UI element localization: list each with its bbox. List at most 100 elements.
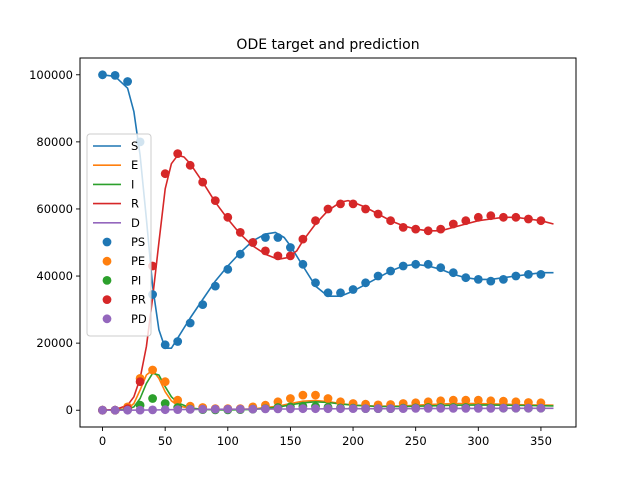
data-point-PD [298, 404, 308, 414]
data-point-PD [286, 404, 295, 414]
data-point-PS [511, 271, 521, 281]
data-point-PS [398, 261, 408, 271]
data-point-PR [448, 219, 458, 229]
data-point-PR [286, 251, 295, 261]
legend-label: PE [131, 254, 145, 268]
series-points-PR [98, 149, 546, 415]
data-point-PD [311, 404, 320, 414]
legend-entry-D: D [93, 216, 140, 230]
data-point-PS [198, 300, 208, 309]
series-points-PS [98, 70, 546, 350]
legend-swatch-marker [102, 237, 112, 247]
data-point-PS [423, 259, 433, 269]
data-point-PR [461, 216, 471, 226]
data-point-PS [448, 268, 458, 278]
data-point-PR [423, 226, 433, 236]
data-point-PE [286, 394, 295, 403]
data-point-PR [323, 204, 333, 214]
data-point-PE [511, 397, 521, 407]
data-point-PS [223, 264, 233, 274]
y-tick-label: 0 [66, 403, 73, 417]
data-point-PE [448, 395, 458, 405]
series-lines [102, 74, 554, 412]
data-point-PD [461, 404, 471, 413]
legend-label: PS [131, 235, 145, 249]
data-point-PE [160, 377, 170, 387]
data-point-PR [198, 177, 208, 187]
data-point-PR [135, 377, 145, 387]
data-point-PD [348, 404, 358, 413]
data-point-PR [235, 228, 245, 237]
data-point-PI [160, 399, 170, 408]
data-point-PE [436, 396, 446, 406]
data-point-PS [235, 249, 245, 259]
y-tick-label: 60000 [36, 202, 73, 216]
legend-label: I [131, 177, 134, 191]
x-tick-label: 300 [467, 434, 489, 448]
data-point-PR [361, 204, 370, 214]
data-point-PR [261, 246, 270, 256]
data-point-PR [473, 212, 483, 222]
series-line-R [102, 154, 554, 411]
data-point-PR [210, 196, 220, 206]
data-point-PR [248, 238, 258, 247]
data-point-PS [499, 275, 508, 284]
data-point-PR [298, 234, 308, 244]
legend-swatch-marker [102, 295, 112, 304]
legend-label: PD [131, 312, 147, 326]
data-point-PR [273, 251, 283, 261]
data-point-PD [248, 404, 258, 414]
series-points [98, 70, 546, 415]
data-point-PE [473, 395, 483, 405]
data-point-PD [98, 405, 107, 415]
data-point-PS [336, 288, 345, 298]
x-tick-label: 0 [99, 434, 106, 448]
data-point-PD [436, 404, 446, 413]
plot-frame [79, 57, 577, 428]
data-point-PE [173, 395, 183, 405]
data-point-PE [486, 396, 496, 406]
data-point-PE [311, 390, 320, 400]
legend-entry-PS: PS [102, 235, 145, 249]
data-point-PS [411, 259, 421, 269]
y-tick-label: 100000 [29, 68, 73, 82]
data-point-PD [110, 405, 120, 415]
data-point-PS [210, 281, 220, 291]
y-tick-label: 20000 [36, 336, 73, 350]
data-point-PS [323, 288, 333, 298]
data-point-PR [436, 224, 446, 234]
data-point-PR [373, 209, 383, 219]
data-point-PD [160, 405, 170, 415]
data-point-PD [135, 405, 145, 415]
data-point-PS [123, 77, 132, 86]
data-point-PR [348, 199, 358, 209]
data-point-PR [511, 212, 521, 222]
data-point-PS [160, 340, 170, 350]
data-point-PI [148, 394, 158, 403]
data-point-PE [298, 390, 308, 400]
data-point-PD [235, 404, 245, 414]
legend-entry-R: R [93, 197, 139, 211]
data-point-PE [148, 365, 158, 375]
data-point-PD [361, 404, 370, 413]
data-point-PR [411, 224, 421, 234]
data-point-PS [486, 276, 496, 286]
data-point-PR [160, 169, 170, 179]
plot-area [79, 57, 577, 428]
data-point-PD [373, 404, 383, 413]
legend-entry-E: E [93, 158, 138, 172]
data-point-PD [273, 404, 283, 414]
data-point-PR [223, 212, 233, 222]
data-point-PS [273, 233, 283, 242]
data-point-PD [210, 404, 220, 414]
legend-swatch-marker [102, 276, 112, 285]
data-point-PD [173, 405, 183, 414]
legend-swatch-marker [102, 314, 112, 324]
legend-label: E [131, 158, 138, 172]
data-point-PD [223, 404, 233, 414]
data-point-PR [524, 214, 533, 224]
data-point-PD [448, 404, 458, 413]
